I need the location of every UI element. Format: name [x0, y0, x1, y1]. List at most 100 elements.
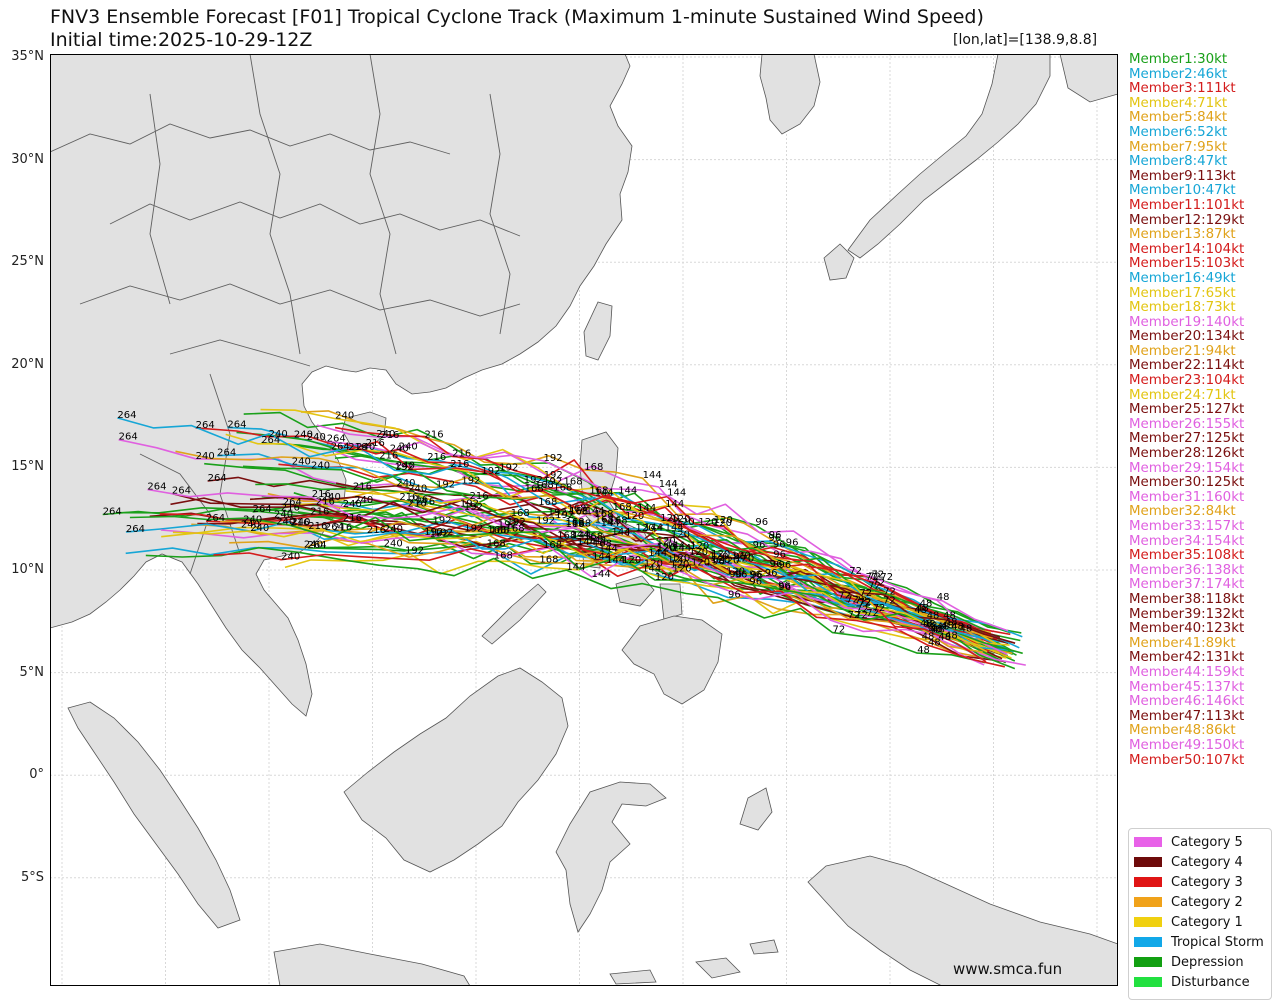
hour-label: 48 — [929, 625, 942, 636]
legend-label: Category 5 — [1171, 834, 1243, 850]
hour-label: 240 — [384, 538, 403, 549]
hour-label: 144 — [595, 487, 614, 498]
hour-label: 72 — [866, 572, 879, 583]
legend-swatch — [1134, 917, 1162, 927]
hour-label: 144 — [644, 523, 663, 534]
member-entry: Member11:101kt — [1129, 197, 1245, 213]
hour-label: 240 — [276, 516, 295, 527]
hour-label: 216 — [380, 430, 399, 441]
hour-label: 72 — [873, 603, 886, 614]
hour-label: 144 — [592, 552, 611, 563]
land-kyushu — [823, 243, 855, 281]
hour-label: 48 — [920, 619, 933, 630]
hour-labels: 1682401202161201441681927212016819226412… — [103, 410, 973, 656]
hour-label: 216 — [308, 521, 327, 532]
hour-label: 48 — [937, 622, 950, 633]
hour-label: 168 — [566, 519, 585, 530]
hour-label: 48 — [937, 592, 950, 603]
member-entry: Member25:127kt — [1129, 402, 1245, 418]
legend-swatch — [1134, 877, 1162, 887]
hour-label: 72 — [833, 625, 846, 636]
hour-label: 168 — [567, 503, 586, 514]
hour-label: 120 — [726, 567, 745, 578]
latitude-label: 35°N — [11, 49, 44, 64]
land-hokkaido — [1059, 54, 1118, 103]
hour-label: 96 — [778, 582, 791, 593]
hour-label: 96 — [755, 517, 768, 528]
track-map: 1682401202161201441681927212016819226412… — [50, 54, 1118, 986]
member-entry: Member35:108kt — [1129, 548, 1245, 564]
member-entry: Member9:113kt — [1129, 168, 1236, 184]
hour-label: 48 — [925, 621, 938, 632]
hour-label: 192 — [405, 546, 424, 557]
legend-item: Disturbance — [1129, 972, 1250, 992]
hour-label: 72 — [866, 608, 879, 619]
hour-label: 168 — [494, 551, 513, 562]
member-entry: Member5:84kt — [1129, 110, 1228, 126]
hour-label: 192 — [555, 510, 574, 521]
border-line — [249, 54, 301, 355]
member-entry: Member18:73kt — [1129, 300, 1236, 316]
latitude-label: 5°N — [19, 664, 45, 680]
member-entry: Member8:47kt — [1129, 154, 1228, 170]
hour-label: 240 — [274, 510, 293, 521]
legend-item: Category 4 — [1129, 852, 1243, 872]
hour-label: 72 — [856, 604, 869, 615]
legend-swatch — [1134, 857, 1162, 867]
hour-label: 264 — [327, 434, 346, 445]
member-entry: Member42:131kt — [1129, 650, 1245, 666]
hour-label: 216 — [399, 492, 418, 503]
hour-label: 144 — [571, 529, 590, 540]
member-entry: Member48:86kt — [1129, 723, 1236, 739]
land-korea — [759, 54, 821, 135]
hour-label: 72 — [868, 572, 881, 583]
hour-label: 240 — [243, 515, 262, 526]
member-entry: Member16:49kt — [1129, 270, 1236, 286]
member-entry: Member1:30kt — [1129, 52, 1228, 67]
member-entry: Member7:95kt — [1129, 139, 1228, 155]
hour-label: 240 — [322, 492, 341, 503]
latitude-label: 10°N — [11, 562, 44, 577]
legend-label: Category 3 — [1171, 874, 1243, 890]
hour-label: 72 — [868, 581, 881, 592]
hour-label: 168 — [593, 539, 612, 550]
hour-label: 48 — [943, 610, 956, 621]
hour-label: 144 — [612, 527, 631, 538]
member-entry: Member27:125kt — [1129, 431, 1245, 447]
hour-label: 192 — [481, 466, 500, 477]
hour-label: 192 — [424, 527, 443, 538]
track-line — [267, 490, 1006, 658]
hour-label: 144 — [665, 499, 684, 510]
legend-label: Category 2 — [1171, 894, 1243, 910]
hour-label: 48 — [923, 619, 936, 630]
member-entry: Member36:138kt — [1129, 562, 1245, 578]
hour-label: 216 — [348, 442, 367, 453]
member-entry: Member39:132kt — [1129, 606, 1245, 622]
land-borneo — [343, 667, 569, 873]
hour-label: 216 — [409, 495, 428, 506]
border-line — [369, 54, 397, 355]
hour-label: 72 — [846, 595, 859, 606]
hour-label: 216 — [427, 452, 446, 463]
hour-label: 120 — [657, 542, 676, 553]
hour-label: 264 — [103, 507, 122, 518]
member-entry: Member20:134kt — [1129, 329, 1245, 345]
hour-label: 168 — [569, 506, 588, 517]
hour-label: 120 — [709, 552, 728, 563]
hour-label: 216 — [425, 430, 444, 441]
member-entry: Member46:146kt — [1129, 694, 1245, 710]
hour-label: 144 — [586, 506, 605, 517]
hour-label: 120 — [667, 554, 686, 565]
hour-label: 120 — [671, 529, 690, 540]
hour-label: 168 — [487, 525, 506, 536]
member-entry: Member50:107kt — [1129, 752, 1245, 768]
legend-swatch — [1134, 897, 1162, 907]
hour-label: 264 — [147, 482, 166, 493]
hour-label: 192 — [434, 527, 453, 538]
hour-label: 120 — [735, 553, 754, 564]
member-entry: Member10:47kt — [1129, 183, 1236, 199]
hour-label: 48 — [941, 621, 954, 632]
hour-label: 120 — [622, 555, 641, 566]
legend-label: Depression — [1171, 954, 1244, 970]
hour-label: 192 — [544, 470, 563, 481]
